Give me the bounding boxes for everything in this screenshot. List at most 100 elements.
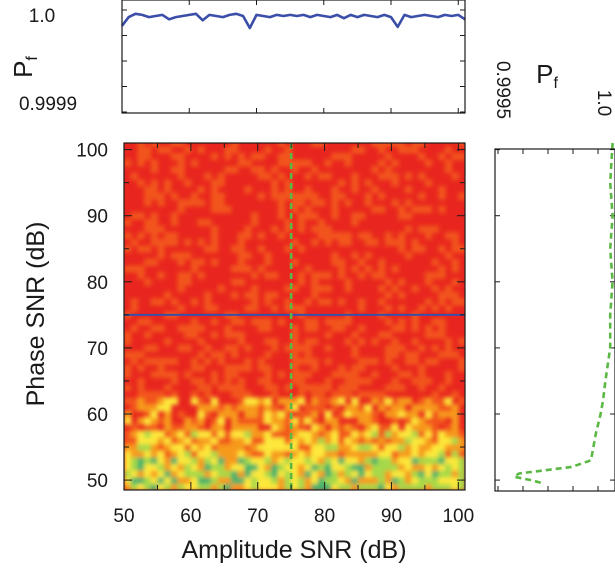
heatmap-cell — [184, 457, 192, 465]
heatmap-cell — [444, 410, 453, 418]
heatmap-cell — [291, 423, 299, 432]
heatmap-cell — [277, 212, 286, 220]
heatmap-cell — [431, 404, 439, 412]
heatmap-cell — [404, 483, 413, 490]
heatmap-cell — [331, 318, 339, 326]
heatmap-cell — [184, 470, 192, 478]
heatmap-x-tick-label: 90 — [381, 506, 402, 527]
heatmap-cell — [237, 404, 245, 412]
heatmap-cell — [264, 338, 272, 346]
heatmap-cell — [224, 443, 232, 451]
heatmap-cell — [184, 443, 192, 451]
heatmap-cell — [451, 278, 459, 286]
heatmap-cell — [224, 166, 232, 174]
heatmap-cell — [170, 483, 179, 490]
heatmap-cell — [204, 304, 212, 313]
heatmap-cell — [177, 463, 185, 471]
heatmap-cell — [391, 397, 399, 405]
heatmap-cell — [444, 470, 453, 478]
heatmap-panel: 50 60 70 80 90 100 50 60 70 80 90 100 Amplitude SN… — [22, 141, 474, 564]
heatmap-cell — [378, 437, 386, 445]
heatmap-cell — [204, 476, 212, 484]
heatmap-cell — [304, 212, 312, 220]
heatmap-cell — [438, 152, 446, 161]
heatmap-cell — [244, 252, 252, 260]
heatmap-cell — [444, 457, 453, 465]
heatmap-cell — [424, 483, 433, 490]
heatmap-cell — [331, 324, 339, 332]
heatmap-cell — [398, 443, 406, 451]
heatmap-cell — [150, 357, 158, 365]
heatmap-cell — [344, 470, 352, 478]
heatmap-cell — [237, 232, 245, 240]
heatmap-cell — [190, 470, 199, 478]
heatmap-cell — [170, 450, 179, 458]
heatmap-cell — [451, 437, 459, 445]
heatmap-cell — [438, 397, 446, 405]
heatmap-cell — [311, 483, 319, 490]
heatmap-cell — [150, 298, 158, 306]
heatmap-cell — [197, 199, 205, 207]
heatmap-cell — [197, 417, 205, 425]
heatmap-cell — [438, 437, 446, 445]
heatmap-cell — [204, 298, 212, 306]
heatmap-cell — [331, 437, 339, 445]
heatmap-cell — [157, 437, 165, 445]
heatmap-cell — [418, 205, 426, 213]
heatmap-cell — [124, 437, 132, 445]
heatmap-cell — [411, 450, 419, 458]
heatmap-cell — [351, 463, 359, 471]
heatmap-cell — [150, 212, 158, 220]
heatmap-cell — [177, 437, 185, 445]
heatmap-cell — [237, 423, 245, 432]
heatmap-cell — [338, 364, 346, 372]
heatmap-cell — [130, 298, 138, 306]
heatmap-cell — [224, 437, 232, 445]
heatmap-cell — [130, 483, 138, 490]
heatmap-cell — [257, 470, 265, 478]
heatmap-cell — [331, 476, 339, 484]
heatmap-cell — [304, 463, 312, 471]
heatmap-cell — [204, 443, 212, 451]
heatmap-cell — [351, 437, 359, 445]
heatmap-cell — [137, 179, 145, 187]
heatmap-cell — [438, 291, 446, 299]
heatmap-cell — [391, 417, 399, 425]
heatmap-cell — [411, 357, 419, 365]
heatmap-cell — [137, 450, 145, 458]
heatmap-cell — [404, 470, 413, 478]
heatmap-cell — [277, 410, 286, 418]
heatmap-cell — [351, 443, 359, 451]
heatmap-cell — [237, 252, 245, 260]
heatmap-cell — [317, 232, 326, 240]
heatmap-cell — [157, 476, 165, 484]
heatmap-cell — [277, 437, 286, 445]
heatmap-cell — [231, 166, 239, 174]
heatmap-cell — [150, 186, 158, 194]
heatmap-cell — [317, 219, 326, 227]
heatmap-cell — [418, 225, 426, 233]
heatmap-cell — [251, 298, 259, 306]
heatmap-cell — [444, 377, 453, 385]
right-ticks — [495, 149, 615, 491]
heatmap-cell — [384, 143, 393, 147]
heatmap-cell — [351, 172, 359, 180]
heatmap-cell — [438, 324, 446, 332]
heatmap-cell — [144, 146, 152, 154]
heatmap-cell — [411, 318, 419, 326]
heatmap-cell — [398, 205, 406, 213]
heatmap-cell — [190, 318, 199, 326]
heatmap-cell — [271, 291, 279, 299]
heatmap-cell — [364, 423, 372, 432]
heatmap-cell — [170, 463, 179, 471]
heatmap-cell — [451, 245, 459, 253]
heatmap-cell — [384, 232, 393, 240]
heatmap-cell — [237, 152, 245, 161]
heatmap-cell — [237, 483, 245, 490]
heatmap-cell — [164, 463, 172, 471]
heatmap-cell — [170, 192, 179, 200]
heatmap-cell — [130, 463, 138, 471]
heatmap-cell — [424, 457, 433, 465]
heatmap-cell — [411, 238, 419, 246]
heatmap-cell — [210, 476, 219, 484]
